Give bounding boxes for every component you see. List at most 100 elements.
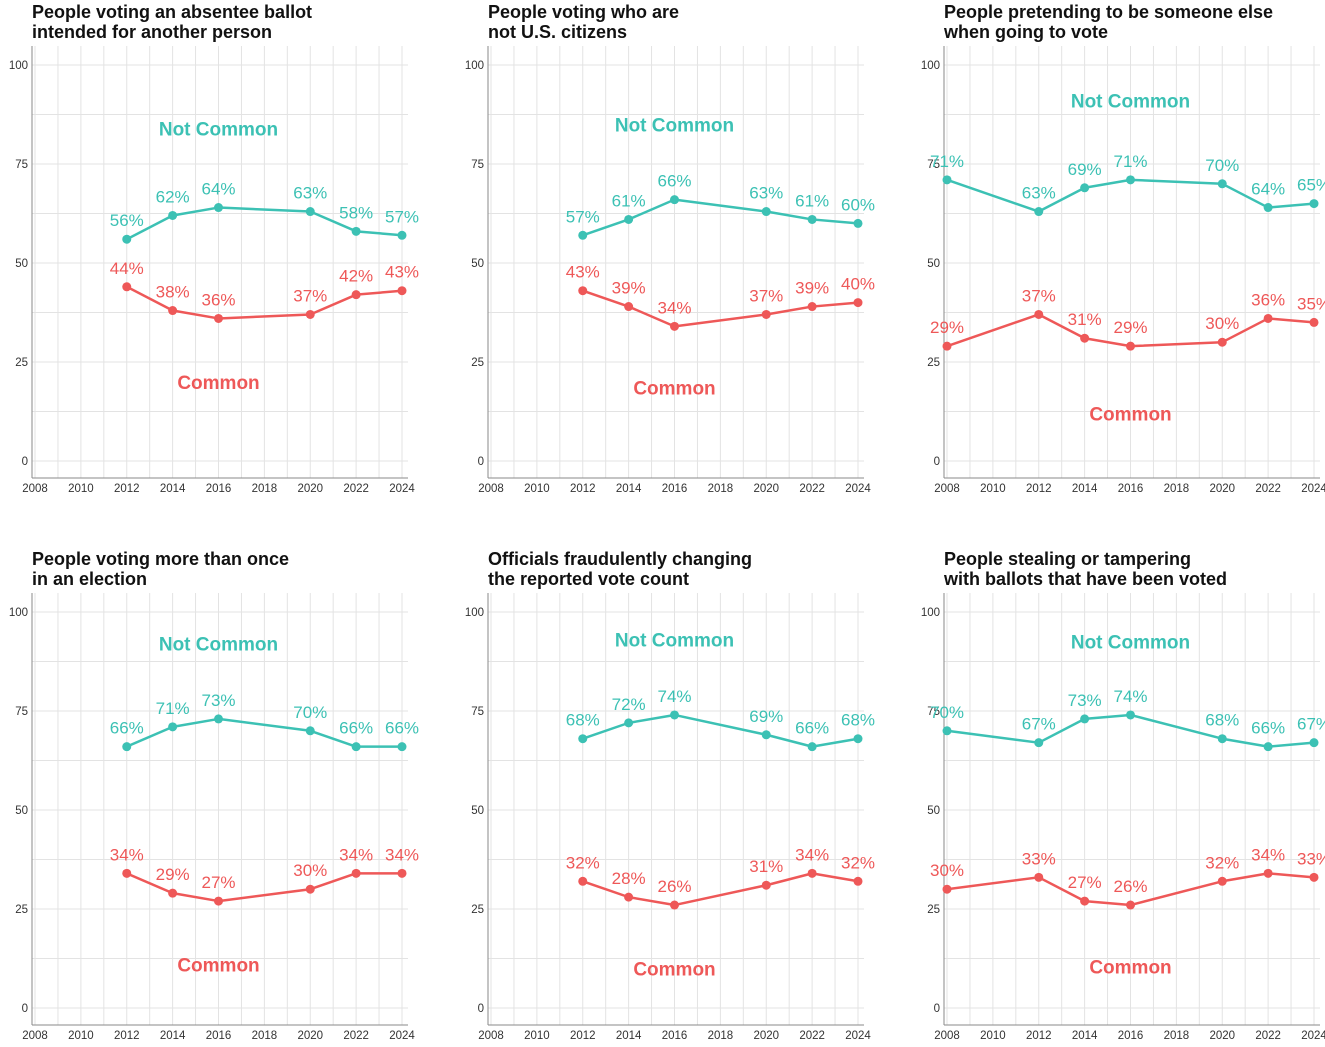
chart-title-line: People pretending to be someone else <box>944 2 1273 22</box>
x-tick-label: 2008 <box>478 1030 504 1042</box>
data-point-common <box>168 888 178 898</box>
chart-title-line: with ballots that have been voted <box>943 569 1227 589</box>
x-tick-label: 2024 <box>389 1030 415 1042</box>
data-label-common: 30% <box>930 861 964 880</box>
data-point-not-common <box>624 214 634 224</box>
data-point-not-common <box>397 230 407 240</box>
x-tick-label: 2010 <box>68 483 94 495</box>
data-label-common: 31% <box>749 857 783 876</box>
x-tick-label: 2008 <box>478 483 504 495</box>
data-label-common: 29% <box>930 318 964 337</box>
data-label-common: 35% <box>1297 294 1325 313</box>
data-point-not-common <box>168 210 178 220</box>
data-label-common: 37% <box>293 286 327 305</box>
x-tick-label: 2020 <box>1209 483 1235 495</box>
chart-title-line: when going to vote <box>943 22 1108 42</box>
x-tick-label: 2008 <box>22 1030 48 1042</box>
data-label-common: 34% <box>339 845 373 864</box>
x-tick-label: 2010 <box>68 1030 94 1042</box>
chart-panel-3: People pretending to be someone elsewhen… <box>921 2 1325 495</box>
y-tick-label: 25 <box>471 904 484 916</box>
data-label-not-common: 56% <box>110 211 144 230</box>
series-line-not-common <box>125 206 404 241</box>
x-tick-label: 2008 <box>22 483 48 495</box>
x-tick-label: 2012 <box>114 1030 140 1042</box>
data-point-not-common <box>214 203 223 213</box>
data-point-not-common <box>624 718 634 728</box>
chart-title-line: in an election <box>32 569 147 589</box>
data-label-common: 32% <box>1205 853 1239 872</box>
data-label-common: 34% <box>657 298 691 317</box>
data-point-not-common <box>942 726 952 736</box>
x-tick-label: 2018 <box>252 1030 278 1042</box>
x-tick-label: 2018 <box>252 483 278 495</box>
x-tick-label: 2010 <box>980 483 1006 495</box>
data-label-not-common: 66% <box>795 719 829 738</box>
chart-title-line: not U.S. citizens <box>488 22 627 42</box>
series-line-not-common <box>581 713 860 748</box>
data-point-common <box>1263 868 1273 878</box>
data-point-common <box>214 313 223 323</box>
x-tick-label: 2024 <box>1301 1030 1325 1042</box>
data-label-not-common: 63% <box>749 184 783 203</box>
data-point-common <box>807 302 817 312</box>
x-tick-label: 2018 <box>1164 483 1190 495</box>
y-tick-label: 75 <box>471 159 484 171</box>
y-tick-label: 100 <box>921 607 940 619</box>
series-label-common: Common <box>633 959 715 980</box>
x-tick-label: 2008 <box>934 1030 960 1042</box>
data-point-not-common <box>1309 738 1319 748</box>
x-tick-label: 2012 <box>570 1030 596 1042</box>
x-tick-label: 2022 <box>799 1030 825 1042</box>
data-point-not-common <box>853 218 863 228</box>
data-label-common: 43% <box>385 263 419 282</box>
data-label-not-common: 69% <box>749 707 783 726</box>
data-point-not-common <box>214 714 223 724</box>
series-label-not-common: Not Common <box>159 635 278 656</box>
data-label-not-common: 71% <box>930 152 964 171</box>
data-point-common <box>761 309 771 319</box>
data-point-common <box>1034 309 1044 319</box>
x-tick-label: 2020 <box>753 483 779 495</box>
x-tick-label: 2014 <box>616 1030 642 1042</box>
y-tick-label: 100 <box>921 60 940 72</box>
y-tick-label: 25 <box>927 357 940 369</box>
data-point-not-common <box>807 742 817 752</box>
y-tick-label: 0 <box>934 456 940 468</box>
data-label-not-common: 68% <box>1205 711 1239 730</box>
y-tick-label: 50 <box>15 805 28 817</box>
x-tick-label: 2022 <box>343 1030 369 1042</box>
data-point-common <box>122 868 132 878</box>
chart-title-line: intended for another person <box>32 22 272 42</box>
data-point-common <box>761 880 771 890</box>
data-label-not-common: 61% <box>612 191 646 210</box>
x-tick-label: 2020 <box>297 483 323 495</box>
data-point-common <box>397 286 407 296</box>
data-label-not-common: 64% <box>1251 180 1285 199</box>
data-label-not-common: 67% <box>1022 715 1056 734</box>
data-label-common: 44% <box>110 259 144 278</box>
y-tick-label: 75 <box>15 159 28 171</box>
data-label-not-common: 57% <box>566 207 600 226</box>
x-tick-label: 2008 <box>934 483 960 495</box>
data-point-not-common <box>1034 207 1044 217</box>
data-label-not-common: 64% <box>201 180 235 199</box>
x-tick-label: 2016 <box>206 483 232 495</box>
series-label-common: Common <box>177 955 259 976</box>
data-point-common <box>807 868 817 878</box>
data-label-not-common: 74% <box>1113 687 1147 706</box>
data-point-common <box>578 286 588 296</box>
y-tick-label: 50 <box>471 258 484 270</box>
x-tick-label: 2024 <box>389 483 415 495</box>
data-point-common <box>1217 337 1227 347</box>
data-label-common: 38% <box>156 283 190 302</box>
data-label-not-common: 73% <box>201 691 235 710</box>
data-label-common: 26% <box>1113 877 1147 896</box>
series-label-not-common: Not Common <box>159 119 278 140</box>
data-label-not-common: 69% <box>1068 160 1102 179</box>
data-point-not-common <box>670 710 679 720</box>
series-line-common <box>581 872 860 907</box>
data-point-common <box>1309 872 1319 882</box>
x-tick-label: 2012 <box>570 483 596 495</box>
